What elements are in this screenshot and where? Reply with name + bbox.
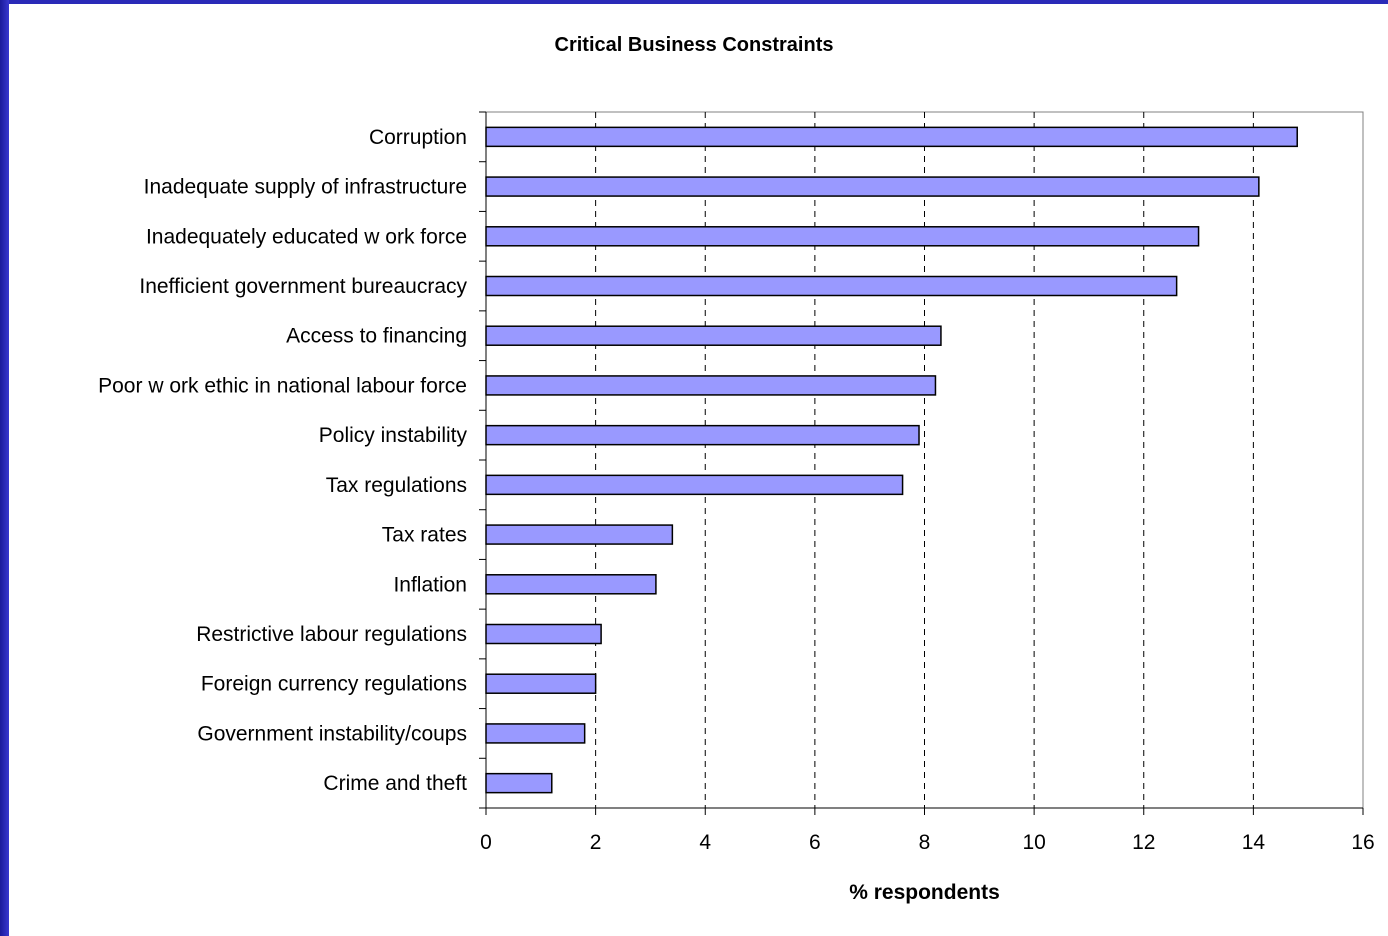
category-label: Inadequate supply of infrastructure (144, 176, 467, 199)
bar (485, 375, 937, 396)
x-tick-label: 10 (1022, 831, 1045, 854)
category-label: Policy instability (319, 424, 468, 447)
bar (485, 673, 597, 694)
x-tick-label: 4 (699, 831, 711, 854)
bar (485, 723, 586, 744)
x-tick-label: 6 (809, 831, 821, 854)
category-label: Corruption (369, 126, 467, 149)
category-label: Foreign currency regulations (201, 673, 467, 696)
category-label: Inadequately educated w ork force (146, 225, 467, 248)
bar (485, 524, 674, 545)
chart-title: Critical Business Constraints (554, 34, 834, 56)
bar (485, 176, 1260, 197)
x-axis-title: % respondents (849, 881, 1000, 904)
x-tick-label: 8 (919, 831, 931, 854)
x-tick-label: 12 (1132, 831, 1155, 854)
category-label: Poor w ork ethic in national labour forc… (98, 374, 467, 397)
bar (485, 424, 920, 446)
bar (485, 325, 942, 346)
category-label: Crime and theft (323, 772, 467, 795)
bar (485, 474, 904, 496)
x-tick-label: 0 (480, 831, 492, 854)
bar (485, 126, 1298, 148)
x-tick-label: 2 (590, 831, 602, 854)
bar (485, 772, 553, 794)
category-label: Access to financing (286, 325, 467, 348)
bar (485, 275, 1178, 297)
x-tick-label: 14 (1242, 831, 1266, 854)
category-label: Inflation (393, 573, 467, 596)
bar (485, 226, 1200, 247)
category-label: Government instability/coups (197, 722, 467, 745)
category-label: Tax regulations (326, 474, 467, 497)
category-label: Restrictive labour regulations (196, 623, 467, 646)
category-label: Tax rates (382, 524, 467, 547)
category-label: Inefficient government bureaucracy (139, 275, 467, 298)
x-tick-label: 16 (1351, 831, 1374, 854)
bar (485, 623, 602, 645)
bar (485, 574, 657, 595)
